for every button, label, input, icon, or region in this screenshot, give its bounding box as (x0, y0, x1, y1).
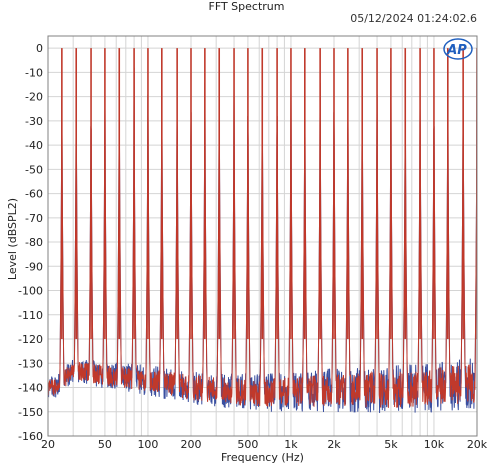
x-tick-label: 5k (384, 438, 398, 451)
y-tick-label: -10 (25, 66, 43, 79)
y-tick-label: -40 (25, 139, 43, 152)
y-tick-label: 0 (36, 42, 43, 55)
y-tick-label: -30 (25, 115, 43, 128)
y-tick-label: -120 (18, 333, 43, 346)
y-tick-label: -110 (18, 309, 43, 322)
x-axis-label: Frequency (Hz) (221, 451, 304, 464)
timestamp: 05/12/2024 01:24:02.6 (350, 12, 477, 25)
x-tick-label: 50 (98, 438, 112, 451)
y-tick-label: -70 (25, 212, 43, 225)
ap-logo: AP (443, 38, 473, 60)
y-tick-label: -90 (25, 260, 43, 273)
y-tick-label: -140 (18, 382, 43, 395)
logo-ring (443, 38, 473, 60)
x-tick-label: 2k (327, 438, 341, 451)
y-tick-label: -80 (25, 236, 43, 249)
x-tick-label: 10k (424, 438, 445, 451)
y-tick-label: -60 (25, 188, 43, 201)
x-tick-label: 100 (137, 438, 158, 451)
x-tick-label: 500 (237, 438, 258, 451)
x-tick-label: 200 (181, 438, 202, 451)
y-tick-label: -100 (18, 285, 43, 298)
y-tick-label: -160 (18, 430, 43, 443)
y-tick-label: -130 (18, 357, 43, 370)
logo-text: AP (446, 43, 467, 58)
x-tick-label: 20 (41, 438, 55, 451)
y-tick-label: -50 (25, 163, 43, 176)
x-tick-label: 1k (284, 438, 298, 451)
plot-frame (47, 35, 478, 437)
chart-title: FFT Spectrum (208, 0, 285, 13)
y-tick-label: -150 (18, 406, 43, 419)
y-tick-label: -20 (25, 91, 43, 104)
x-tick-label: 20k (467, 438, 488, 451)
series-group (48, 48, 477, 414)
